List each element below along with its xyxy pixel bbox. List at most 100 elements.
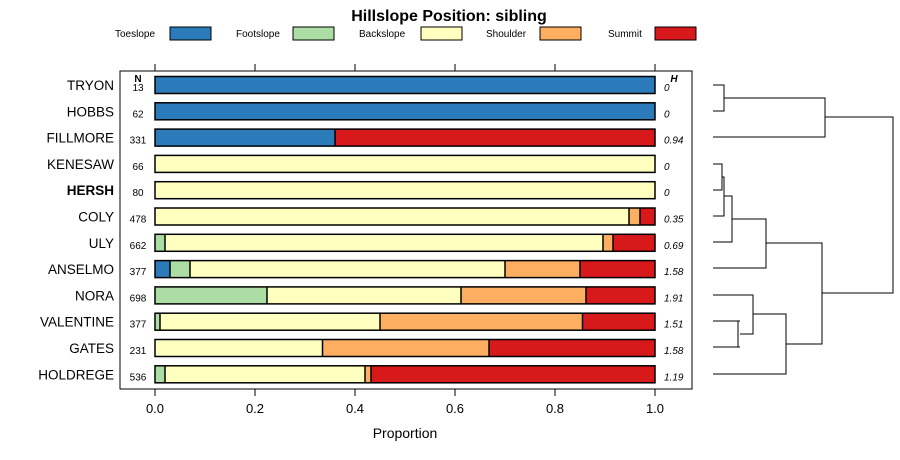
bar-outline-hersh (154, 180, 656, 200)
bar-uly-footslope (155, 234, 165, 252)
n-value-gates: 231 (130, 346, 147, 357)
bar-outline-kenesaw (154, 154, 656, 174)
h-value-tryon: 0 (664, 83, 670, 94)
bar-holdrege-footslope (155, 365, 165, 383)
x-tick-label: 0.8 (546, 401, 564, 416)
bar-hersh-backslope (155, 181, 655, 199)
h-value-nora: 1.91 (664, 293, 683, 304)
h-value-kenesaw: 0 (664, 162, 670, 173)
bar-outline-hobbs (154, 102, 656, 121)
dendrogram-branch (766, 242, 823, 345)
n-value-coly: 478 (130, 215, 147, 226)
row-label-hersh: HERSH (67, 183, 114, 198)
x-tick-label: 0.0 (146, 401, 164, 416)
n-value-uly: 662 (130, 241, 147, 252)
n-value-valentine: 377 (130, 320, 147, 331)
bar-outline-gates (154, 338, 656, 358)
bar-holdrege-backslope (165, 365, 365, 383)
bar-anselmo-summit (580, 260, 655, 278)
n-value-holdrege: 536 (130, 372, 147, 383)
bar-nora-shoulder (461, 286, 586, 304)
bar-nora-summit (586, 286, 655, 304)
n-value-nora: 698 (130, 293, 147, 304)
row-label-uly: ULY (89, 236, 114, 251)
row-label-tryon: TRYON (67, 78, 114, 93)
h-value-gates: 1.58 (664, 346, 684, 357)
dendrogram-branch (713, 163, 723, 191)
h-value-fillmore: 0.94 (664, 136, 684, 147)
legend: Toeslope Footslope Backslope Shoulder Summit (115, 26, 697, 41)
dendrogram-branch (713, 84, 725, 112)
bar-coly-backslope (155, 208, 629, 225)
bar-uly-summit (613, 234, 655, 252)
legend-label-shoulder: Shoulder (486, 29, 527, 40)
legend-label-backslope: Backslope (359, 29, 406, 40)
bar-holdrege-shoulder (365, 365, 371, 383)
row-label-hobbs: HOBBS (67, 104, 114, 119)
n-value-anselmo: 377 (130, 267, 147, 278)
bars-layer: TRYON 13 0 HOBBS 62 0 FILLMORE 331 0.94 KENESAW 66… (38, 75, 684, 384)
bar-fillmore-toeslope (155, 129, 335, 147)
bar-outline-coly (154, 207, 656, 226)
bar-coly-shoulder (629, 208, 640, 225)
dendrogram-branch (822, 116, 894, 294)
bar-gates-backslope (155, 339, 323, 357)
n-value-hobbs: 62 (132, 109, 144, 120)
legend-label-toeslope: Toeslope (115, 29, 155, 40)
h-header: H (670, 74, 678, 85)
bar-outline-holdrege (154, 365, 656, 384)
bar-holdrege-summit (371, 365, 655, 383)
bar-nora-backslope (267, 286, 461, 304)
bar-fillmore-summit (335, 129, 655, 147)
bar-gates-summit (489, 339, 655, 357)
row-label-kenesaw: KENESAW (47, 157, 114, 172)
dendrogram-branch (713, 294, 754, 335)
n-header: N (134, 74, 141, 85)
bar-outline-nora (154, 286, 656, 305)
x-tick-label: 1.0 (646, 401, 664, 416)
n-value-fillmore: 331 (130, 136, 147, 147)
row-label-holdrege: HOLDREGE (38, 367, 114, 382)
n-value-tryon: 13 (132, 83, 144, 94)
bar-anselmo-toeslope (155, 260, 170, 278)
dendrogram-branch (713, 97, 826, 138)
h-value-coly: 0.35 (664, 215, 684, 226)
bar-outline-tryon (154, 75, 656, 95)
bar-coly-summit (640, 208, 655, 225)
bar-nora-footslope (155, 286, 267, 304)
legend-swatch-summit (654, 26, 697, 41)
bar-valentine-footslope (155, 313, 160, 331)
n-value-hersh: 80 (132, 188, 144, 199)
h-value-hersh: 0 (664, 188, 670, 199)
x-tick-label: 0.2 (246, 401, 264, 416)
h-value-anselmo: 1.58 (664, 267, 684, 278)
h-value-hobbs: 0 (664, 109, 670, 120)
h-value-valentine: 1.51 (664, 320, 683, 331)
legend-swatch-backslope (420, 26, 463, 41)
dendrogram-branch (737, 320, 740, 348)
legend-swatch-toeslope (169, 26, 212, 41)
x-tick-label: 0.6 (446, 401, 464, 416)
legend-label-summit: Summit (608, 29, 642, 40)
bar-hobbs-toeslope (155, 102, 655, 120)
dendrogram-branch (713, 313, 787, 375)
row-label-fillmore: FILLMORE (46, 131, 114, 146)
bar-anselmo-shoulder (505, 260, 580, 278)
bar-outline-anselmo (154, 259, 656, 279)
bar-tryon-toeslope (155, 76, 655, 94)
x-axis-label: Proportion (373, 425, 438, 441)
bar-outline-uly (154, 233, 656, 253)
h-value-holdrege: 1.19 (664, 372, 684, 383)
axes-layer: 0.0 0.2 0.4 0.6 0.8 1.0 (146, 64, 664, 416)
bar-outline-valentine (154, 312, 656, 331)
bar-outline-fillmore (154, 128, 656, 147)
row-label-valentine: VALENTINE (40, 315, 114, 330)
chart-title: Hillslope Position: sibling (351, 8, 547, 25)
row-label-anselmo: ANSELMO (48, 262, 114, 277)
row-label-nora: NORA (75, 288, 114, 303)
dendrogram-branch (713, 218, 767, 269)
bar-uly-backslope (165, 234, 603, 252)
h-value-uly: 0.69 (664, 241, 684, 252)
n-value-kenesaw: 66 (132, 162, 144, 173)
